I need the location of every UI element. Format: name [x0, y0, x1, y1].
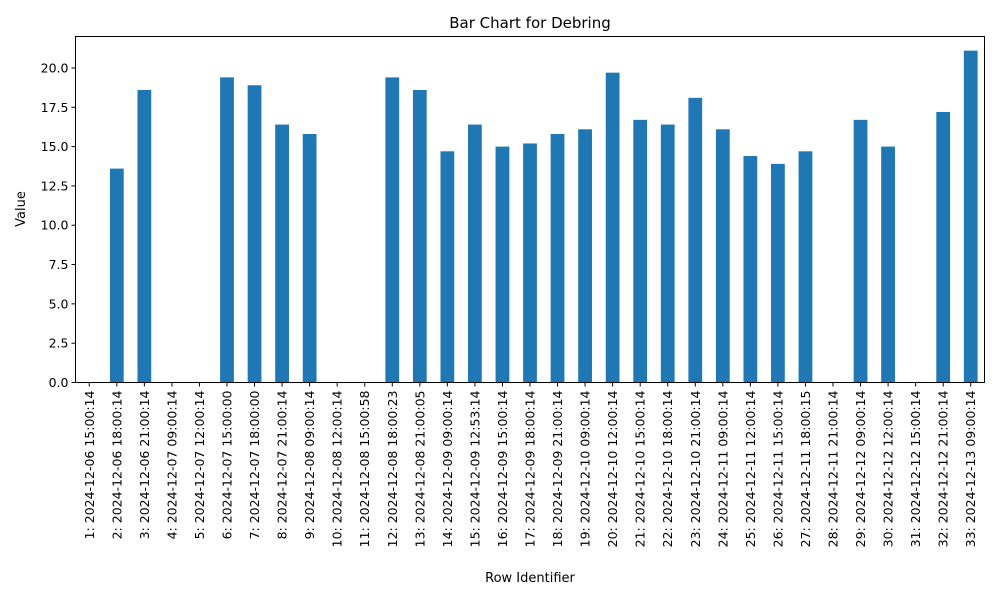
x-tick-label: 1: 2024-12-06 15:00:14: [82, 390, 97, 539]
bar: [743, 156, 758, 383]
x-tick-label: 27: 2024-12-11 18:00:15: [798, 391, 813, 548]
bar: [495, 146, 510, 383]
x-tick-label: 2: 2024-12-06 18:00:14: [109, 390, 124, 539]
bar: [936, 111, 951, 383]
x-tick-label: 6: 2024-12-07 15:00:00: [220, 390, 235, 539]
bar: [853, 119, 868, 383]
bar: [633, 119, 648, 383]
x-tick-label: 10: 2024-12-08 12:00:14: [330, 390, 345, 547]
x-tick-label: 24: 2024-12-11 09:00:14: [715, 390, 730, 547]
y-axis: 0.0 2.5 5.0 7.5 10.0 12.5 15.0 17.5 20.0: [41, 60, 76, 390]
x-tick-label: 22: 2024-12-10 18:00:14: [660, 390, 675, 547]
x-tick-label: 19: 2024-12-10 09:00:14: [578, 390, 593, 547]
y-tick-label: 15.0: [41, 139, 69, 154]
bar: [109, 168, 124, 383]
bar: [247, 85, 262, 383]
bar: [523, 143, 537, 383]
bar: [220, 77, 234, 383]
x-tick-label: 3: 2024-12-06 21:00:14: [137, 390, 152, 539]
bar: [605, 72, 620, 383]
bar: [881, 146, 895, 383]
bar: [798, 151, 813, 383]
x-tick-label: 12: 2024-12-08 18:00:23: [385, 390, 400, 547]
x-tick-label: 31: 2024-12-12 15:00:14: [908, 390, 923, 547]
x-tick-label: 8: 2024-12-07 21:00:14: [275, 390, 290, 539]
x-tick-label: 32: 2024-12-12 21:00:14: [936, 390, 951, 547]
bar: [660, 124, 675, 383]
plot-frame: [75, 36, 985, 383]
y-tick-label: 2.5: [49, 336, 69, 351]
x-tick-label: 17: 2024-12-09 18:00:14: [523, 390, 538, 547]
x-tick-label: 7: 2024-12-07 18:00:00: [247, 390, 262, 539]
x-tick-label: 9: 2024-12-08 09:00:14: [302, 390, 317, 539]
x-tick-label: 29: 2024-12-12 09:00:14: [853, 390, 868, 547]
x-axis-label: Row Identifier: [485, 571, 575, 586]
x-tick-label: 14: 2024-12-09 09:00:14: [440, 390, 455, 547]
bar: [688, 97, 703, 383]
bar: [385, 77, 400, 383]
bar: [963, 50, 978, 383]
x-tick-label: 11: 2024-12-08 15:00:58: [357, 390, 372, 547]
x-tick-label: 16: 2024-12-09 15:00:14: [495, 390, 510, 547]
y-axis-label: Value: [14, 191, 29, 227]
y-tick-label: 12.5: [41, 178, 69, 193]
x-tick-label: 4: 2024-12-07 09:00:14: [164, 390, 179, 539]
bar: [550, 134, 565, 383]
x-tick-label: 23: 2024-12-10 21:00:14: [688, 390, 703, 547]
bar: [302, 134, 317, 383]
x-tick-label: 20: 2024-12-10 12:00:14: [605, 390, 620, 547]
bar: [578, 129, 592, 383]
x-axis: 1: 2024-12-06 15:00:14 2: 2024-12-06 18:0…: [82, 382, 978, 548]
y-tick-label: 20.0: [41, 60, 69, 75]
bar: [275, 124, 289, 383]
x-tick-label: 21: 2024-12-10 15:00:14: [633, 390, 648, 547]
bar: [715, 129, 730, 383]
y-tick-label: 17.5: [41, 100, 69, 115]
y-tick-label: 5.0: [49, 296, 69, 311]
bar: [771, 163, 785, 383]
x-tick-label: 33: 2024-12-13 09:00:14: [963, 390, 978, 547]
bar: [137, 89, 152, 383]
bars-group: [109, 50, 978, 383]
x-tick-label: 15: 2024-12-09 12:53:14: [467, 390, 482, 547]
x-tick-label: 26: 2024-12-11 15:00:14: [770, 390, 785, 547]
x-tick-label: 25: 2024-12-11 12:00:14: [743, 390, 758, 547]
y-tick-label: 0.0: [49, 375, 69, 390]
bar: [412, 89, 427, 383]
bar: [468, 124, 482, 383]
x-tick-label: 30: 2024-12-12 12:00:14: [881, 390, 896, 547]
y-tick-label: 7.5: [49, 257, 69, 272]
y-tick-label: 10.0: [41, 218, 69, 233]
x-tick-label: 28: 2024-12-11 21:00:14: [826, 390, 841, 547]
chart-title: Bar Chart for Debring: [449, 14, 610, 32]
bar: [440, 151, 455, 383]
x-tick-label: 13: 2024-12-08 21:00:05: [412, 391, 427, 548]
x-tick-label: 18: 2024-12-09 21:00:14: [550, 390, 565, 547]
x-tick-label: 5: 2024-12-07 12:00:14: [192, 390, 207, 539]
